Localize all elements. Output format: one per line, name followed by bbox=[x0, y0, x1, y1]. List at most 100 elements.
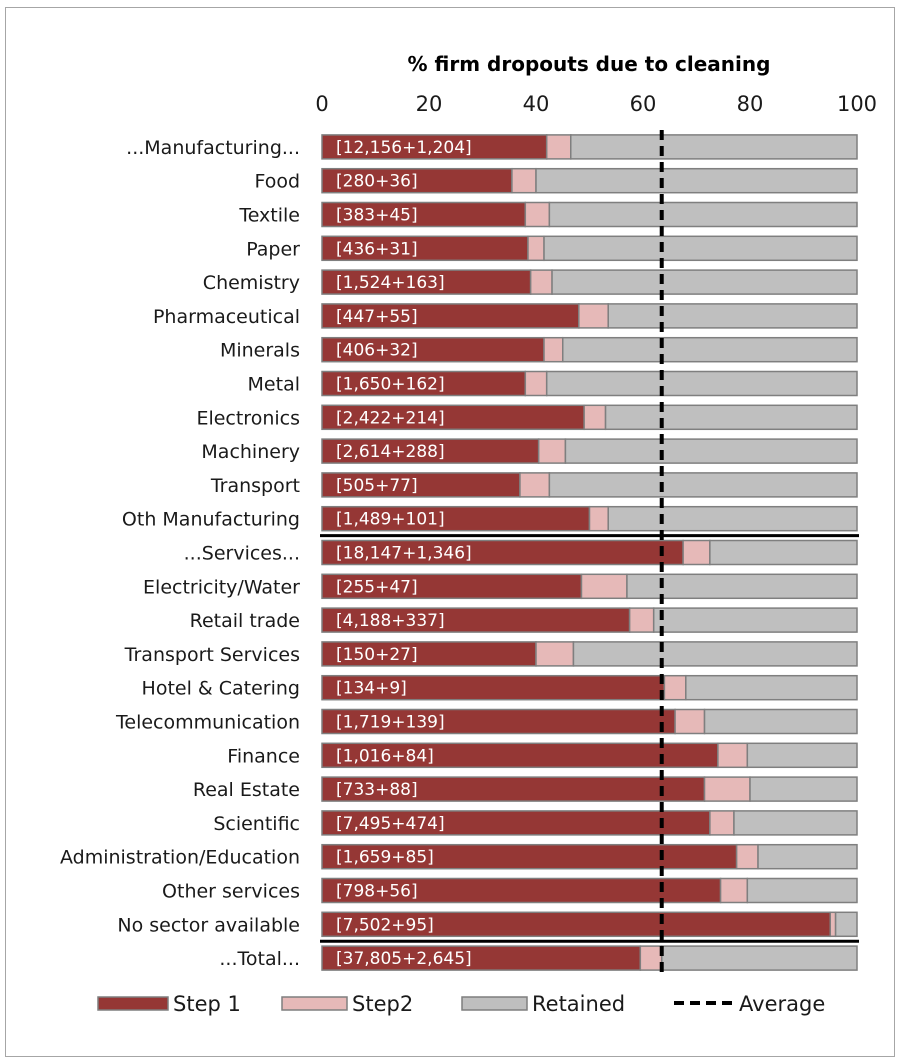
bar-step-1 bbox=[321, 742, 719, 769]
bar-step2 bbox=[527, 235, 545, 262]
category-labels: ...Manufacturing... Food Textile Paper Chemi… bbox=[60, 137, 300, 970]
legend-label: Step 1 bbox=[173, 992, 241, 1016]
group-separators bbox=[320, 534, 859, 943]
bar-step-1 bbox=[321, 167, 513, 194]
bar-count-label: [134+9] bbox=[336, 679, 407, 699]
bar-step2 bbox=[717, 742, 749, 769]
bar-step2 bbox=[529, 269, 553, 295]
bar-step2 bbox=[663, 674, 687, 701]
bar-retained bbox=[834, 911, 858, 938]
bar-count-label: [733+88] bbox=[336, 780, 418, 800]
bar-step2 bbox=[524, 370, 548, 397]
bar-step-1 bbox=[321, 674, 666, 701]
category-label: Other services bbox=[162, 881, 300, 903]
category-label: Finance bbox=[227, 745, 300, 767]
category-label: Minerals bbox=[220, 340, 300, 362]
bar-retained bbox=[543, 235, 858, 262]
bar-retained bbox=[607, 303, 858, 329]
bar-count-label: [1,016+84] bbox=[336, 746, 434, 766]
bar-step2 bbox=[639, 945, 663, 971]
bar-count-label: [436+31] bbox=[336, 239, 418, 259]
bar-retained bbox=[572, 641, 858, 667]
bar-count-label: [255+47] bbox=[336, 577, 418, 597]
category-label: Telecommunication bbox=[115, 712, 300, 734]
legend: Step 1 Step2 Retained Average bbox=[97, 992, 825, 1016]
category-label: No sector available bbox=[117, 914, 300, 936]
bar-step-1 bbox=[321, 708, 676, 735]
bar-count-label: [7,502+95] bbox=[336, 915, 434, 935]
bar-count-label: [1,659+85] bbox=[336, 848, 434, 868]
category-label: Administration/Education bbox=[60, 847, 300, 869]
bar-retained bbox=[749, 776, 858, 802]
bar-step-1 bbox=[321, 877, 722, 904]
bar-count-label: [1,719+139] bbox=[336, 713, 445, 733]
bar-step-1 bbox=[321, 776, 706, 802]
bar-step-1 bbox=[321, 539, 684, 566]
bar-step2 bbox=[511, 167, 537, 194]
bar-retained bbox=[746, 877, 858, 904]
bar-retained bbox=[709, 539, 858, 566]
bar-step2 bbox=[543, 336, 564, 363]
bar-step2 bbox=[535, 641, 575, 667]
category-label: Hotel & Catering bbox=[142, 678, 300, 700]
bar-step2 bbox=[588, 505, 609, 532]
bar-step2 bbox=[580, 573, 628, 600]
bar-count-label: [505+77] bbox=[336, 476, 418, 496]
bar-retained bbox=[551, 269, 858, 295]
category-label: Transport Services bbox=[124, 644, 300, 666]
bar-step2 bbox=[537, 438, 567, 464]
bar-step2 bbox=[578, 303, 609, 329]
legend-swatch bbox=[97, 996, 169, 1011]
legend-swatch bbox=[281, 996, 348, 1011]
bar-count-label: [406+32] bbox=[336, 341, 418, 361]
bar-step2 bbox=[524, 201, 551, 228]
bar-count-label: [383+45] bbox=[336, 206, 418, 226]
x-tick-label: 20 bbox=[416, 92, 443, 116]
bar-step-1 bbox=[321, 303, 580, 329]
bar-step2 bbox=[682, 539, 711, 566]
bar-retained bbox=[545, 370, 858, 397]
bar-retained bbox=[607, 505, 858, 532]
category-label: Machinery bbox=[201, 441, 300, 463]
x-axis-ticks: 0 20 40 60 80 100 bbox=[315, 92, 877, 116]
bar-retained bbox=[548, 472, 858, 498]
bar-count-label: [447+55] bbox=[336, 307, 418, 327]
category-label: Paper bbox=[246, 238, 300, 260]
bar-retained bbox=[548, 201, 858, 228]
bar-step-1 bbox=[321, 336, 545, 363]
bar-retained bbox=[733, 810, 858, 836]
bar-step-1 bbox=[321, 505, 591, 532]
x-tick-label: 40 bbox=[523, 92, 550, 116]
bar-count-label: [1,489+101] bbox=[336, 510, 445, 530]
x-tick-label: 60 bbox=[630, 92, 657, 116]
bar-step-1 bbox=[321, 269, 532, 295]
bar-step2 bbox=[709, 810, 735, 836]
bar-count-label: [7,495+474] bbox=[336, 814, 445, 834]
bar-count-label: [2,614+288] bbox=[336, 442, 445, 462]
category-label: Textile bbox=[238, 205, 300, 227]
bar-step2 bbox=[628, 607, 655, 633]
x-tick-label: 100 bbox=[837, 92, 877, 116]
bar-count-label: [1,524+163] bbox=[336, 273, 445, 293]
category-label: ...Services... bbox=[184, 543, 300, 565]
bar-step2 bbox=[735, 843, 759, 870]
bar-retained bbox=[535, 167, 858, 194]
bar-retained bbox=[570, 134, 858, 160]
bar-count-label: [150+27] bbox=[336, 645, 418, 665]
bar-step-1 bbox=[321, 235, 529, 262]
bar-step2 bbox=[703, 776, 751, 802]
bar-count-label: [1,650+162] bbox=[336, 375, 445, 395]
bar-count-label: [4,188+337] bbox=[336, 611, 445, 631]
category-label: Transport bbox=[210, 475, 300, 497]
bar-step2 bbox=[674, 708, 706, 735]
bar-count-label: [37,805+2,645] bbox=[336, 949, 472, 969]
category-label: ...Total... bbox=[219, 948, 300, 970]
legend-label: Step2 bbox=[352, 992, 413, 1016]
bar-count-label: [12,156+1,204] bbox=[336, 138, 472, 158]
bar-step-1 bbox=[321, 370, 527, 397]
category-label: Electricity/Water bbox=[143, 576, 300, 598]
bar-step2 bbox=[583, 404, 607, 431]
bar-step2 bbox=[829, 911, 837, 938]
bar-count-label: [2,422+214] bbox=[336, 408, 445, 428]
